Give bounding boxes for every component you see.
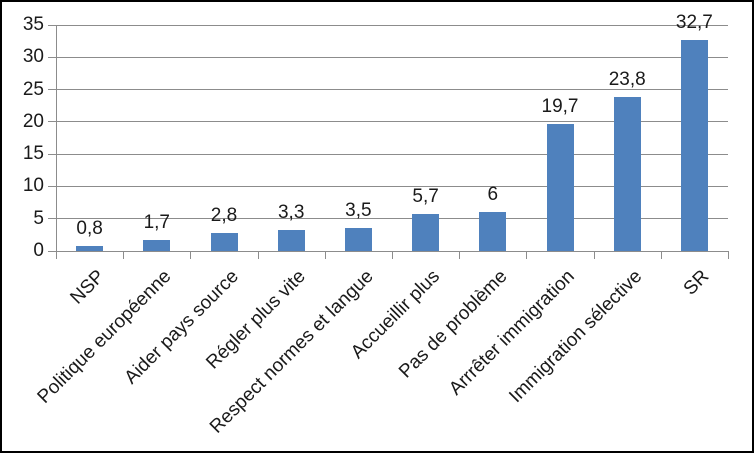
y-axis-tick-mark: [48, 185, 56, 187]
x-axis-tick-mark: [526, 251, 528, 259]
gridline: [56, 24, 728, 26]
y-tick-label: 30: [22, 46, 44, 68]
y-tick-label: 10: [22, 175, 44, 197]
x-axis-tick-mark: [459, 251, 461, 259]
bar: [277, 229, 305, 251]
bar-value-label: 3,3: [277, 201, 305, 223]
bar: [613, 97, 641, 251]
bar-value-label: 1,7: [143, 212, 171, 234]
x-axis-tick-mark: [728, 251, 729, 259]
y-axis-tick-mark: [48, 56, 56, 58]
x-category-label: Immigration sélective: [505, 266, 647, 408]
bar-value-label: 3,5: [345, 200, 372, 222]
gridline: [56, 121, 728, 123]
bar-value-label: 2,8: [210, 204, 238, 226]
bar: [143, 240, 171, 251]
y-axis-tick-mark: [48, 250, 56, 252]
y-axis-tick-mark: [48, 218, 56, 220]
y-tick-label: 5: [33, 207, 44, 229]
x-axis-tick-mark: [56, 251, 57, 259]
gridline: [56, 89, 728, 91]
bar-value-label: 23,8: [608, 69, 646, 91]
bar: [680, 39, 708, 251]
y-axis-tick-mark: [48, 153, 56, 155]
bar: [210, 232, 238, 251]
y-axis-line: [56, 25, 57, 251]
x-axis-tick-mark: [257, 251, 259, 259]
x-axis-tick-mark: [392, 251, 393, 259]
x-axis-tick-mark: [660, 251, 662, 259]
x-axis-line: [56, 250, 729, 252]
y-tick-label: 0: [33, 240, 44, 261]
bar: [76, 245, 104, 251]
gridline: [56, 185, 728, 187]
x-axis-tick-mark: [593, 251, 595, 259]
gridline: [56, 153, 728, 155]
bar: [344, 228, 372, 251]
gridline: [56, 218, 728, 220]
bar: [546, 123, 574, 251]
bar: [479, 212, 507, 251]
x-axis-tick-mark: [123, 251, 125, 259]
y-axis-tick-mark: [48, 89, 56, 91]
y-axis-tick-mark: [48, 121, 56, 123]
bar: [412, 214, 440, 251]
y-tick-label: 20: [22, 110, 44, 132]
bar-value-label: 6: [487, 184, 499, 206]
y-tick-label: 25: [22, 78, 44, 100]
y-axis-tick-mark: [48, 24, 56, 26]
x-axis-tick-mark: [324, 251, 326, 259]
bar-value-label: 32,7: [675, 11, 713, 33]
x-category-label: Arrrêter immigration: [445, 266, 579, 400]
x-category-label: Aider pays source: [120, 266, 243, 389]
x-category-label: SR: [679, 266, 714, 300]
bar-value-label: 19,7: [541, 95, 579, 117]
bar-value-label: 5,7: [412, 186, 439, 208]
y-tick-label: 35: [22, 14, 44, 35]
gridline: [56, 56, 728, 58]
y-tick-label: 15: [22, 143, 44, 165]
bar-value-label: 0,8: [76, 217, 103, 239]
x-category-label: NSP: [65, 266, 109, 309]
x-axis-tick-mark: [190, 251, 192, 259]
